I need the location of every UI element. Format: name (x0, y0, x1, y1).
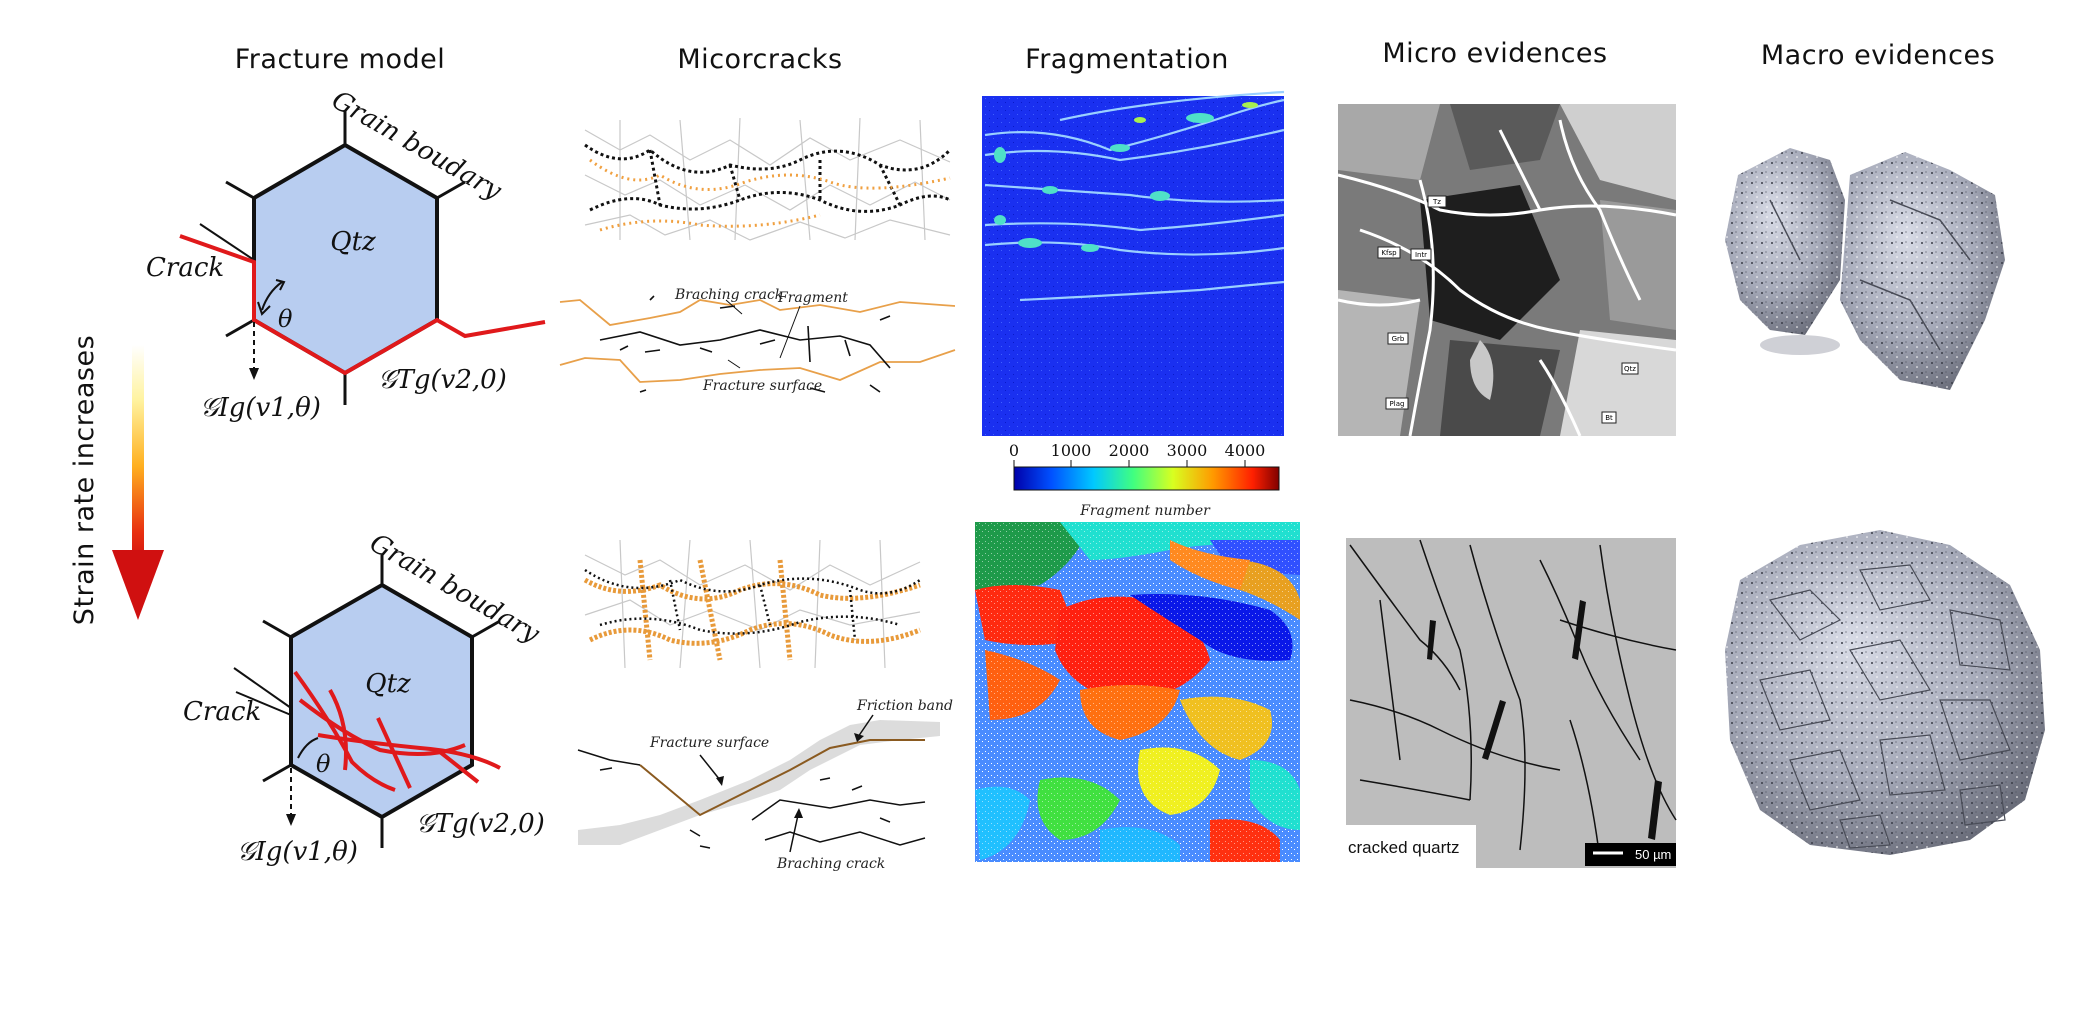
header-macro-evidences: Macro evidences (1761, 40, 1995, 71)
colorbar-label: Fragment number (1079, 503, 1211, 519)
fracture-model-top (179, 110, 546, 405)
g-ig-label-top: 𝒢Ig(v1,θ) (200, 393, 321, 423)
branching-crack-label-top: Braching crack (674, 287, 783, 303)
crack-path (179, 234, 546, 376)
micro-evidence-cracked-quartz (1346, 538, 1677, 868)
scale-bar-label: 50 µm (1635, 847, 1671, 862)
sem-label-plag: Plag (1390, 400, 1405, 408)
crack-label-bottom: Crack (183, 697, 261, 727)
fragmentation-map-top (982, 90, 1285, 436)
friction-band-label: Friction band (856, 698, 953, 714)
strain-rate-arrow (112, 345, 164, 620)
header-fracture-model: Fracture model (235, 44, 446, 75)
g-ig-label-bottom: 𝒢Ig(v1,θ) (237, 837, 358, 867)
microcrack-sim-top (580, 117, 955, 243)
qtz-grain-hexagon (252, 142, 439, 376)
multiple-cracks (293, 670, 501, 792)
fragmentation-map-bottom (975, 522, 1300, 862)
sem-label-tz: Tz (1432, 198, 1441, 206)
crack-label-top: Crack (146, 253, 224, 283)
colorbar-tick-1000: 1000 (1051, 441, 1092, 460)
qtz-label-top: Qtz (330, 227, 376, 257)
qtz-label-bottom: Qtz (365, 669, 411, 699)
strain-rate-label: Strain rate increases (69, 335, 100, 625)
sem-label-qtz: Qtz (1624, 365, 1636, 373)
g-tg-label-top: 𝒢Tg(v2,0) (378, 365, 507, 395)
microcrack-schematic-bottom (577, 714, 940, 853)
colorbar (1013, 460, 1280, 491)
sem-label-grb: Grb (1392, 335, 1405, 343)
header-fragmentation: Fragmentation (1025, 44, 1229, 75)
colorbar-tick-3000: 3000 (1167, 441, 1208, 460)
sem-label-intr: Intr (1415, 251, 1427, 259)
macro-evidence-rock-bottom (1725, 530, 2045, 855)
branching-crack-label-bottom: Braching crack (776, 856, 885, 872)
sem-label-bt: Bt (1605, 414, 1613, 422)
cracked-quartz-caption: cracked quartz (1348, 838, 1460, 857)
theta-label-top: θ (278, 305, 293, 333)
sem-label-kfsp: Kfsp (1381, 249, 1397, 257)
microcrack-sim-bottom (580, 539, 925, 670)
header-micro-evidences: Micro evidences (1382, 38, 1607, 69)
g-tg-label-bottom: 𝒢Tg(v2,0) (416, 809, 545, 839)
fracture-model-bottom (233, 555, 501, 848)
theta-label-bottom: θ (316, 750, 331, 778)
microcrack-schematic-top (559, 295, 956, 393)
colorbar-tick-0: 0 (1009, 441, 1019, 460)
micro-evidence-sem-top (1337, 104, 1677, 437)
fragment-label: Fragment (777, 290, 848, 306)
colorbar-tick-4000: 4000 (1225, 441, 1266, 460)
header-microcracks: Micorcracks (677, 44, 842, 75)
fracture-surface-label-bottom: Fracture surface (649, 735, 769, 751)
macro-evidence-rock-top (1725, 148, 2005, 390)
colorbar-tick-2000: 2000 (1109, 441, 1150, 460)
fracture-surface-label-top: Fracture surface (702, 378, 822, 394)
